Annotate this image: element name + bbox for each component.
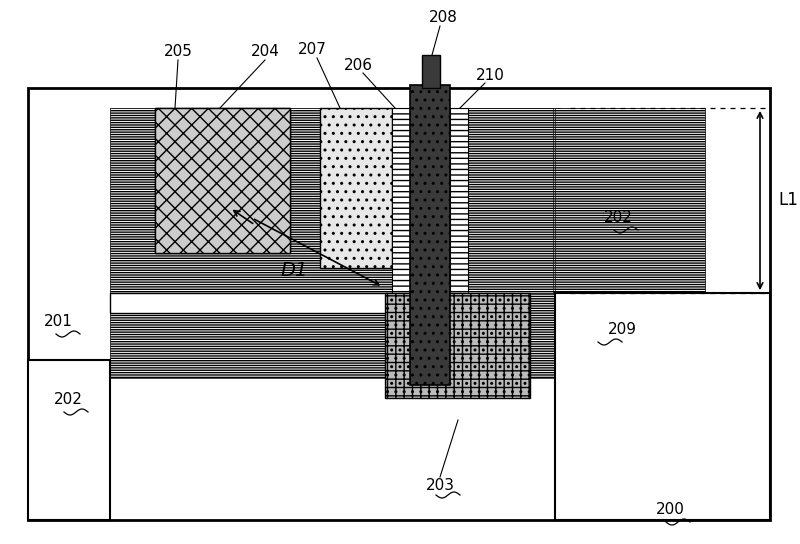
Text: 208: 208 (429, 10, 458, 26)
Bar (468, 108, 553, 293)
Bar (110, 293, 410, 313)
Text: 200: 200 (655, 503, 685, 517)
Bar (422, 55, 440, 88)
Text: 202: 202 (54, 393, 82, 407)
Bar (155, 108, 290, 253)
Text: 207: 207 (298, 42, 326, 58)
Text: D1: D1 (280, 261, 307, 280)
Bar (392, 108, 410, 293)
Bar (410, 85, 450, 385)
Text: 203: 203 (426, 478, 454, 492)
Bar (28, 360, 110, 520)
Bar (110, 108, 560, 378)
Text: 210: 210 (475, 67, 505, 83)
Text: 206: 206 (343, 58, 373, 72)
Bar (385, 293, 530, 398)
Text: 201: 201 (43, 314, 73, 330)
Text: L1: L1 (778, 191, 798, 209)
Bar (320, 108, 392, 268)
Text: 202: 202 (603, 211, 633, 226)
Bar (155, 108, 290, 253)
Bar (555, 293, 770, 520)
Text: 209: 209 (607, 323, 637, 337)
Text: 205: 205 (163, 45, 193, 59)
Bar (385, 293, 530, 398)
Bar (28, 88, 770, 520)
Text: 204: 204 (250, 45, 279, 59)
Bar (555, 108, 705, 293)
Bar (450, 108, 468, 293)
